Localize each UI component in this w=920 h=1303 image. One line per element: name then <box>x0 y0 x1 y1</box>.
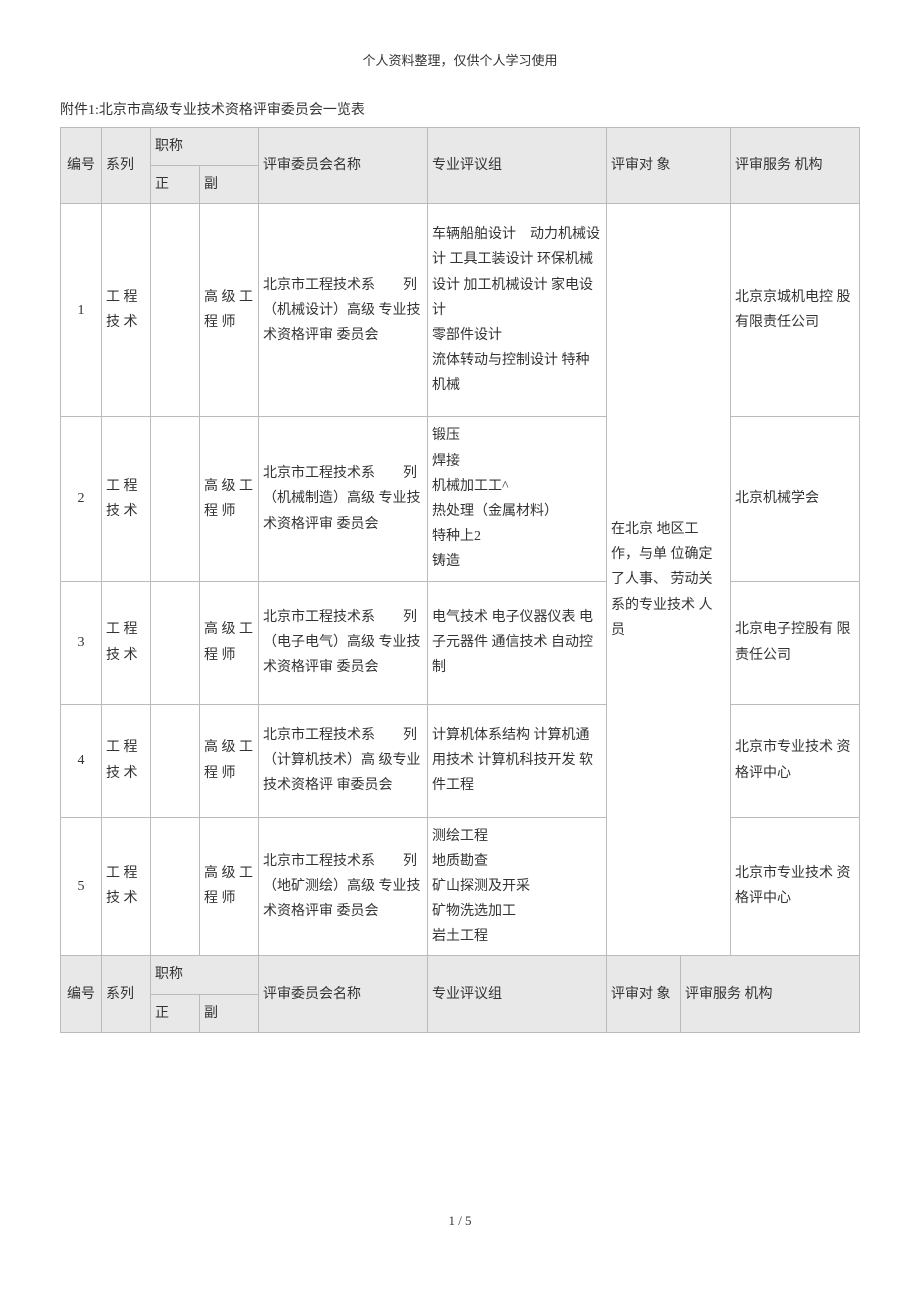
cell-num: 5 <box>61 817 102 956</box>
cell-series: 工 程 技 术 <box>102 581 151 704</box>
cell-title-sub: 高 级 工 程 师 <box>200 417 259 581</box>
header-num: 编号 <box>61 956 102 1032</box>
header-title-sub: 副 <box>200 166 259 204</box>
cell-org: 北京京城机电控 股有限责任公司 <box>731 204 860 417</box>
cell-org: 北京机械学会 <box>731 417 860 581</box>
cell-title-sub: 高 级 工 程 师 <box>200 581 259 704</box>
cell-review-group: 测绘工程 地质勘查 矿山探测及开采 矿物洗选加工 岩土工程 <box>428 817 607 956</box>
cell-title-sub: 高 级 工 程 师 <box>200 704 259 817</box>
header-title-group: 职称 <box>151 956 259 994</box>
header-title-pos: 正 <box>151 994 200 1032</box>
cell-committee: 北京市工程技术系 列（计算机技术）高 级专业技术资格评 审委员会 <box>259 704 428 817</box>
cell-series: 工 程 技 术 <box>102 704 151 817</box>
cell-num: 2 <box>61 417 102 581</box>
cell-org: 北京市专业技术 资格评中心 <box>731 704 860 817</box>
cell-num: 1 <box>61 204 102 417</box>
table-row: 1 工 程 技 术 高 级 工 程 师 北京市工程技术系 列（机械设计）高级 专… <box>61 204 860 417</box>
cell-num: 4 <box>61 704 102 817</box>
cell-title-pos <box>151 204 200 417</box>
cell-review-group: 锻压 焊接 机械加工工^ 热处理（金属材料） 特种上2 铸造 <box>428 417 607 581</box>
header-target: 评审对 象 <box>607 128 731 204</box>
table-row: 3 工 程 技 术 高 级 工 程 师 北京市工程技术系 列（电子电气）高级 专… <box>61 581 860 704</box>
table-row: 5 工 程 技 术 高 级 工 程 师 北京市工程技术系 列（地矿测绘）高级 专… <box>61 817 860 956</box>
cell-title-pos <box>151 581 200 704</box>
cell-committee: 北京市工程技术系 列（电子电气）高级 专业技术资格评审 委员会 <box>259 581 428 704</box>
header-title-sub: 副 <box>200 994 259 1032</box>
header-title-group: 职称 <box>151 128 259 166</box>
cell-org: 北京市专业技术 资格评中心 <box>731 817 860 956</box>
cell-review-group: 计算机体系结构 计算机通用技术 计算机科技开发 软件工程 <box>428 704 607 817</box>
header-org: 评审服务 机构 <box>731 128 860 204</box>
cell-title-pos <box>151 817 200 956</box>
table-row: 4 工 程 技 术 高 级 工 程 师 北京市工程技术系 列（计算机技术）高 级… <box>61 704 860 817</box>
cell-title-pos <box>151 704 200 817</box>
main-table: 编号 系列 职称 评审委员会名称 专业评议组 评审对 象 评审服务 机构 正 副… <box>60 127 860 1033</box>
cell-series: 工 程 技 术 <box>102 204 151 417</box>
cell-review-group: 车辆船舶设计 动力机械设计 工具工装设计 环保机械设计 加工机械设计 家电设计 … <box>428 204 607 417</box>
header-committee: 评审委员会名称 <box>259 956 428 1032</box>
table-header-row: 编号 系列 职称 评审委员会名称 专业评议组 评审对 象 评审服务 机构 <box>61 128 860 166</box>
cell-title-sub: 高 级 工 程 师 <box>200 204 259 417</box>
header-num: 编号 <box>61 128 102 204</box>
header-series: 系列 <box>102 128 151 204</box>
table-header-row-bottom: 编号 系列 职称 评审委员会名称 专业评议组 评审对 象 评审服务 机构 <box>61 956 860 994</box>
cell-committee: 北京市工程技术系 列（地矿测绘）高级 专业技术资格评审 委员会 <box>259 817 428 956</box>
document-title: 附件1:北京市高级专业技术资格评审委员会一览表 <box>60 99 860 119</box>
header-committee: 评审委员会名称 <box>259 128 428 204</box>
header-review-group: 专业评议组 <box>428 956 607 1032</box>
header-series: 系列 <box>102 956 151 1032</box>
cell-series: 工 程 技 术 <box>102 817 151 956</box>
cell-title-pos <box>151 417 200 581</box>
header-org: 评审服务 机构 <box>681 956 860 1032</box>
cell-num: 3 <box>61 581 102 704</box>
header-note: 个人资料整理，仅供个人学习使用 <box>60 50 860 69</box>
cell-title-sub: 高 级 工 程 师 <box>200 817 259 956</box>
cell-review-group: 电气技术 电子仪器仪表 电子元器件 通信技术 自动控制 <box>428 581 607 704</box>
header-title-pos: 正 <box>151 166 200 204</box>
cell-org: 北京电子控股有 限责任公司 <box>731 581 860 704</box>
page-footer: 1 / 5 <box>60 1213 860 1229</box>
table-row: 2 工 程 技 术 高 级 工 程 师 北京市工程技术系 列（机械制造）高级 专… <box>61 417 860 581</box>
cell-committee: 北京市工程技术系 列（机械制造）高级 专业技术资格评审 委员会 <box>259 417 428 581</box>
cell-committee: 北京市工程技术系 列（机械设计）高级 专业技术资格评审 委员会 <box>259 204 428 417</box>
header-review-group: 专业评议组 <box>428 128 607 204</box>
header-target: 评审对 象 <box>607 956 681 1032</box>
cell-target: 在北京 地区工 作，与单 位确定 了人事、 劳动关 系的专业技术 人员 <box>607 204 731 956</box>
cell-series: 工 程 技 术 <box>102 417 151 581</box>
